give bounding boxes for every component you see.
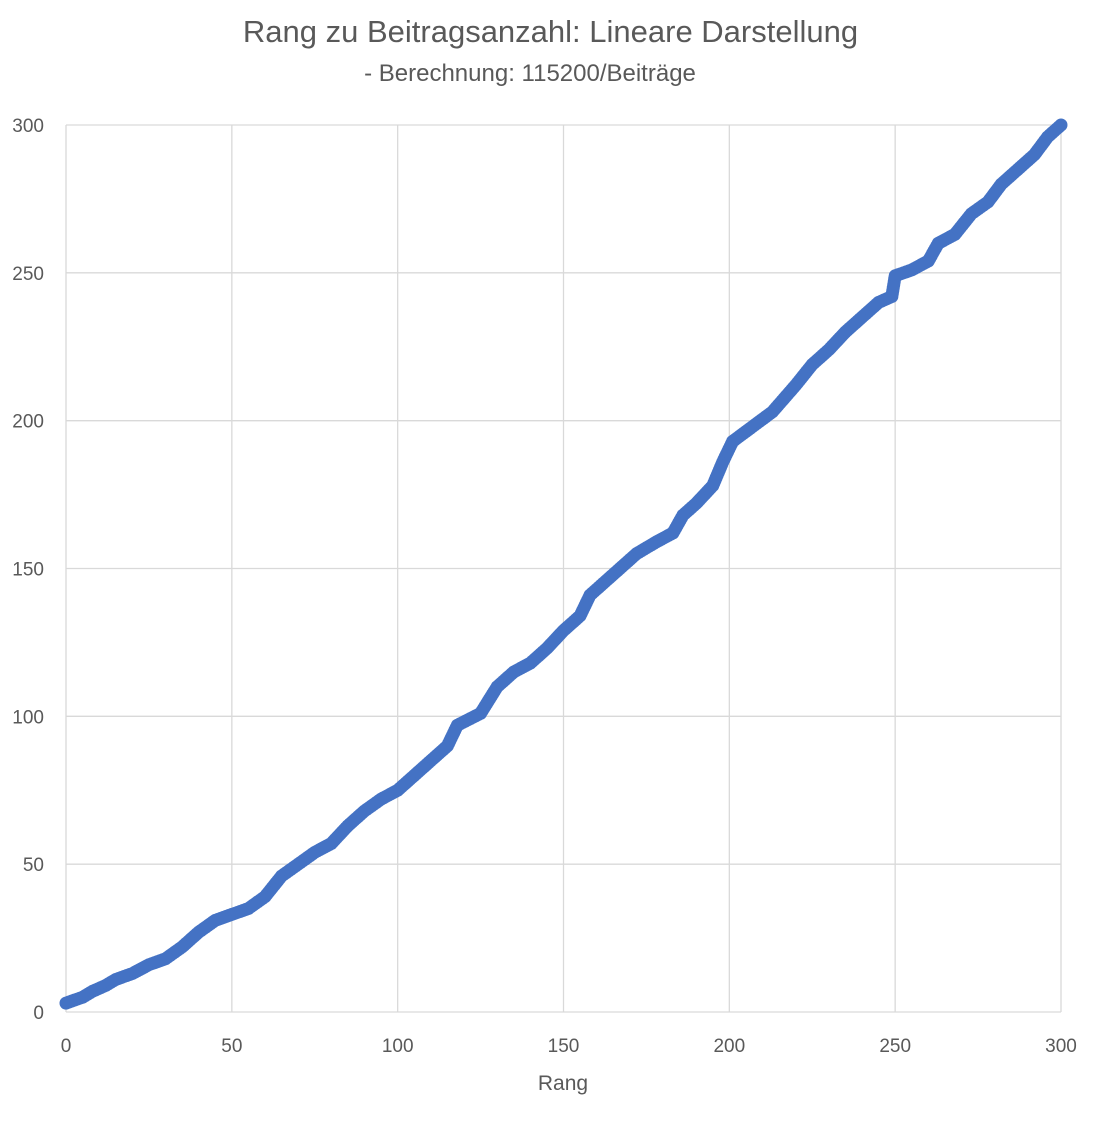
y-tick-label: 150 (12, 560, 44, 581)
chart-subtitle: - Berechnung: 115200/Beiträge (364, 60, 696, 87)
y-tick-label: 250 (12, 264, 44, 285)
y-tick-label: 200 (12, 412, 44, 433)
y-tick-label: 100 (12, 707, 44, 728)
x-tick-label: 200 (713, 1036, 745, 1057)
y-axis-ticks: 0 50 100 150 200 250 300 (12, 116, 44, 1024)
x-axis-label: Rang (538, 1072, 588, 1095)
x-tick-label: 0 (61, 1036, 72, 1057)
chart-title: Rang zu Beitragsanzahl: Lineare Darstell… (242, 14, 859, 49)
x-tick-label: 150 (548, 1036, 580, 1057)
x-axis-ticks: 0 50 100 150 200 250 300 (61, 1036, 1077, 1057)
y-tick-label: 50 (23, 855, 44, 876)
x-tick-label: 250 (879, 1036, 911, 1057)
gridlines (65, 124, 1062, 1013)
x-tick-label: 300 (1045, 1036, 1077, 1057)
y-tick-label: 0 (33, 1003, 44, 1024)
x-tick-label: 100 (382, 1036, 414, 1057)
y-tick-label: 300 (12, 116, 44, 137)
data-series (59, 118, 1068, 1010)
data-point (1054, 118, 1068, 132)
x-tick-label: 50 (221, 1036, 242, 1057)
